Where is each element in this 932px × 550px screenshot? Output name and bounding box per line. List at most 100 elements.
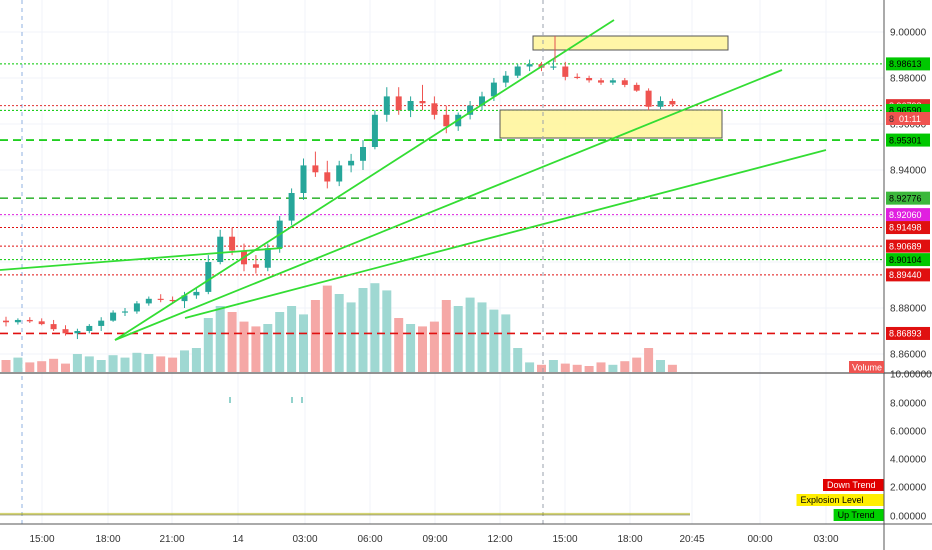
price-tick-label: 9.00000 — [890, 28, 927, 39]
time-tick-label: 18:00 — [617, 534, 642, 545]
time-tick-label: 03:00 — [292, 534, 317, 545]
price-tag — [886, 326, 930, 340]
time-tick-label: 15:00 — [552, 534, 577, 545]
candle-body — [621, 80, 628, 85]
candle-body — [467, 105, 474, 115]
countdown-label: 01:11 — [899, 114, 921, 124]
price-tag-label: 8.95301 — [889, 135, 922, 145]
candle-body — [598, 80, 604, 83]
candle-body — [526, 64, 533, 67]
volume-bar — [382, 290, 392, 372]
countdown-tag — [886, 112, 930, 125]
candle-body — [133, 303, 140, 312]
volume-bar — [37, 361, 47, 372]
candle-body — [122, 311, 128, 313]
trendline — [114, 19, 615, 341]
candle-body — [336, 165, 343, 182]
time-tick-label: 03:00 — [813, 534, 838, 545]
candle-body — [645, 90, 652, 107]
volume-bar — [644, 348, 654, 372]
volume-bar — [25, 362, 35, 372]
price-tag — [886, 191, 930, 205]
indicator-tick-label: 8.00000 — [890, 399, 927, 410]
volume-bar — [299, 314, 308, 372]
resistance-zone — [532, 35, 729, 51]
volume-bar — [239, 321, 249, 372]
candle-body — [371, 114, 378, 147]
indicator-tick-label: 6.00000 — [890, 427, 927, 438]
volume-bar — [477, 302, 487, 372]
candle-body — [193, 291, 200, 296]
candle-body — [50, 324, 57, 330]
volume-bar — [251, 326, 261, 372]
candle-body — [38, 321, 45, 325]
price-tag-label: 8.86893 — [889, 329, 922, 339]
candle-body — [3, 320, 9, 323]
volume-bar — [168, 357, 178, 372]
price-tag-label: 8.98613 — [889, 59, 922, 69]
volume-bar — [501, 314, 511, 372]
volume-bar — [418, 326, 427, 372]
candle-body — [229, 236, 236, 251]
candle-body — [348, 160, 355, 166]
volume-bar — [656, 360, 665, 372]
candle-body — [169, 299, 176, 302]
candle-body — [574, 76, 581, 78]
candle-body — [407, 101, 414, 111]
candles — [3, 59, 676, 340]
volume-bar — [358, 288, 368, 372]
candle-body — [264, 248, 271, 268]
indicator-tick-label: 0.00000 — [890, 512, 927, 523]
legend-swatch — [833, 509, 884, 521]
candle-body — [62, 329, 69, 334]
price-tag-label: 8.96590 — [889, 106, 922, 116]
candle-body — [562, 66, 569, 77]
volume-bar — [489, 309, 499, 372]
zones — [499, 35, 729, 139]
volume-bar — [322, 285, 332, 372]
price-tag — [886, 208, 930, 222]
volume-bar — [72, 354, 82, 372]
time-tick-label: 21:00 — [159, 534, 184, 545]
volume-label: Volume — [852, 363, 882, 373]
candle-body — [669, 101, 676, 105]
volume-bar — [215, 306, 225, 372]
price-tick-label: 8.94000 — [890, 166, 927, 177]
price-tag — [886, 268, 930, 282]
volume-bars — [1, 283, 677, 372]
indicator-tick-label: 10.00000 — [890, 370, 932, 381]
support-zone — [499, 109, 723, 139]
volume-bar — [632, 357, 642, 372]
volume-bar — [132, 352, 142, 372]
time-tick-label: 12:00 — [487, 534, 512, 545]
volume-bar — [96, 360, 106, 372]
candle-body — [514, 66, 521, 76]
price-tag-label: 8.92776 — [889, 193, 922, 203]
volume-bar — [156, 356, 166, 372]
volume-bar — [203, 318, 213, 372]
candle-body — [431, 103, 438, 115]
price-tags: 8.986138.967988.965908.953018.927768.920… — [849, 57, 930, 373]
volume-bar — [310, 300, 320, 372]
volume-bar — [429, 321, 439, 372]
candle-body — [74, 331, 81, 334]
volume-bar — [370, 283, 380, 372]
price-tag-label: 8.92060 — [889, 210, 922, 220]
candle-body — [110, 312, 117, 321]
volume-bar — [263, 324, 273, 372]
volume-bar — [227, 312, 237, 372]
candle-body — [502, 75, 509, 83]
volume-bar — [13, 357, 23, 372]
candle-body — [252, 264, 259, 268]
price-tick-label: 8.98000 — [890, 74, 927, 85]
legend-swatch — [823, 479, 884, 491]
time-tick-label: 00:00 — [747, 534, 772, 545]
candle-body — [550, 66, 557, 68]
volume-bar — [537, 364, 546, 372]
price-tag — [886, 57, 930, 71]
current-price-label: 8 — [889, 114, 894, 124]
volume-bar — [275, 312, 285, 372]
legend-swatch — [796, 494, 884, 506]
